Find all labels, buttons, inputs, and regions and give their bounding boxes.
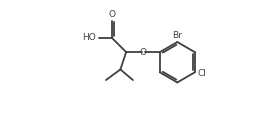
Text: O: O bbox=[140, 48, 147, 57]
Text: HO: HO bbox=[82, 33, 95, 42]
Text: Cl: Cl bbox=[197, 69, 206, 78]
Text: O: O bbox=[108, 10, 115, 19]
Text: Br: Br bbox=[172, 31, 182, 40]
